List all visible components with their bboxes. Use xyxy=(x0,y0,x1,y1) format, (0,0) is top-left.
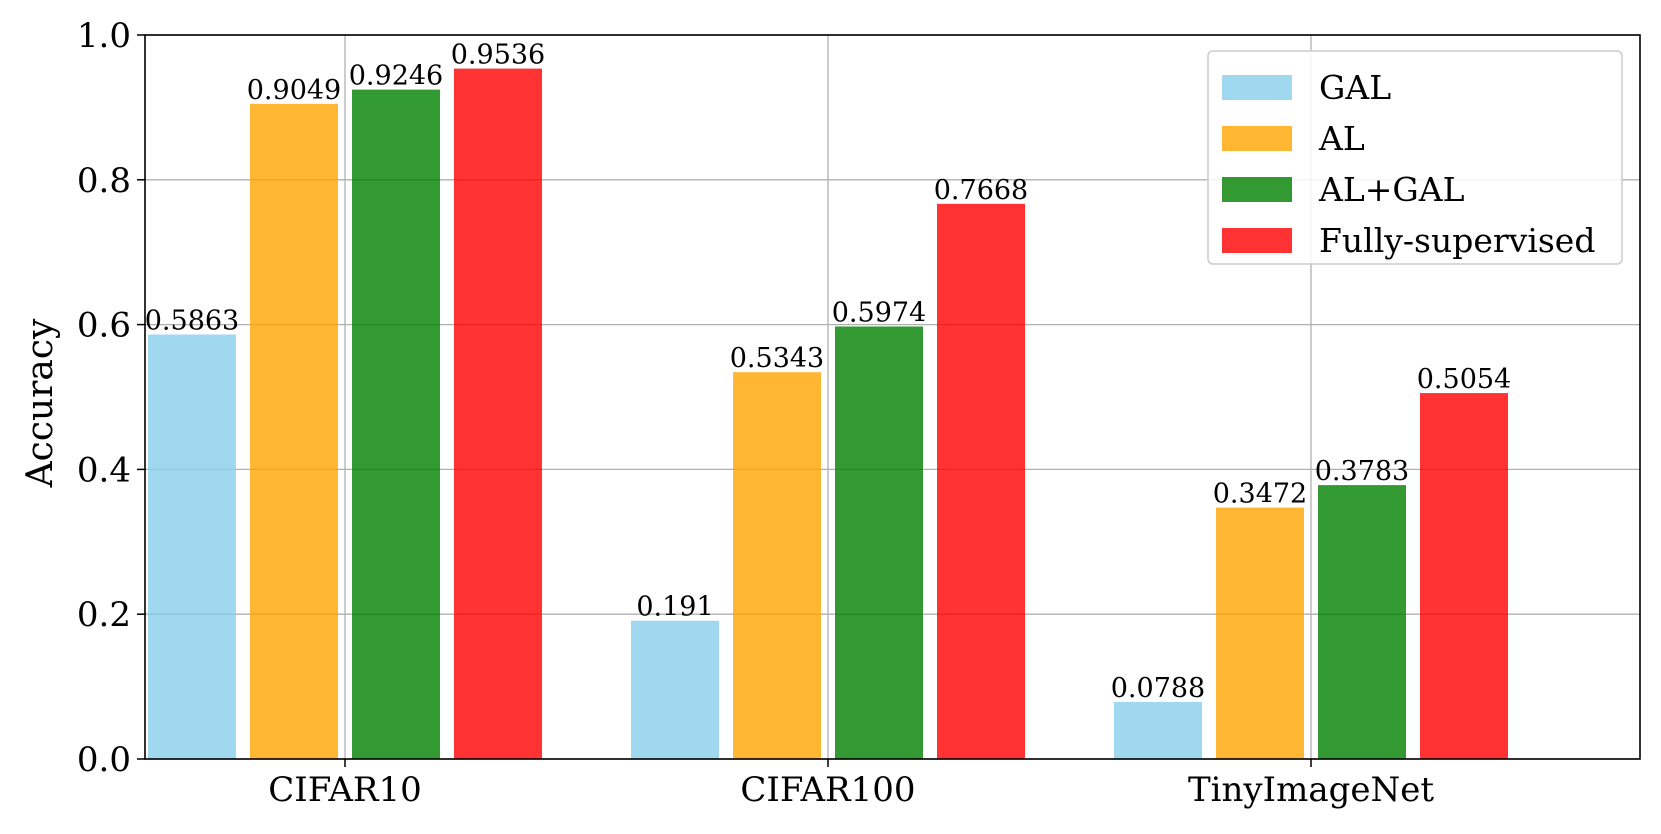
x-tick-label: CIFAR10 xyxy=(268,770,422,810)
bar-value-label: 0.5054 xyxy=(1417,364,1511,395)
bar-value-label: 0.5863 xyxy=(145,306,239,337)
bar-gal-tinyimagenet xyxy=(1114,701,1202,759)
legend-swatch xyxy=(1222,75,1292,100)
bar-al-gal-cifar100 xyxy=(835,326,923,759)
bar-al-cifar10 xyxy=(250,103,338,759)
bar-gal-cifar100 xyxy=(631,620,719,759)
legend-box xyxy=(1207,50,1623,265)
bars-layer xyxy=(148,68,1508,760)
y-tick-label: 0.4 xyxy=(77,450,131,490)
bar-value-label: 0.3783 xyxy=(1315,456,1409,487)
bar-value-label: 0.9536 xyxy=(451,40,545,71)
bar-al-cifar100 xyxy=(733,372,821,759)
bar-value-label: 0.9049 xyxy=(247,75,341,106)
y-axis-label: Accuracy xyxy=(20,318,61,488)
legend-swatch xyxy=(1222,126,1292,151)
bar-al-gal-cifar10 xyxy=(352,89,440,759)
x-tick-label: CIFAR100 xyxy=(740,770,915,810)
axes-layer: 0.0 0.2 0.4 0.6 0.8 1.0 CIFAR10 CIFAR100 TinyIma… xyxy=(77,16,1641,810)
legend-label: AL xyxy=(1318,119,1365,158)
bar-value-label: 0.5974 xyxy=(832,297,926,328)
plot-frame xyxy=(144,34,1641,760)
y-tick-label: 0.6 xyxy=(77,306,131,346)
bar-fully-supervised-cifar100 xyxy=(937,203,1025,760)
y-tick-label: 0.8 xyxy=(77,161,131,201)
legend-label: GAL xyxy=(1319,68,1391,107)
legend-label: AL+GAL xyxy=(1318,170,1465,209)
y-tick-label: 1.0 xyxy=(77,16,131,56)
legend-label: Fully-supervised xyxy=(1319,221,1595,260)
data-labels-layer: 0.5863 0.191 0.0788 0.9049 0.5343 0.3472 0.924… xyxy=(145,40,1511,704)
bar-value-label: 0.7668 xyxy=(934,175,1028,206)
legend: GAL AL AL+GAL Fully-supervised xyxy=(1207,50,1623,265)
bar-al-tinyimagenet xyxy=(1216,507,1304,759)
y-tick-label: 0.0 xyxy=(77,740,131,780)
bar-value-label: 0.191 xyxy=(636,592,713,623)
bar-fully-supervised-tinyimagenet xyxy=(1420,393,1508,759)
x-tick-label: TinyImageNet xyxy=(1188,770,1434,810)
bar-value-label: 0.5343 xyxy=(730,343,824,374)
bar-gal-cifar10 xyxy=(148,334,236,759)
bar-value-label: 0.9246 xyxy=(349,61,443,92)
y-tick-label: 0.2 xyxy=(77,595,131,635)
bar-al-gal-tinyimagenet xyxy=(1318,485,1406,759)
bar-fully-supervised-cifar10 xyxy=(454,68,542,759)
bar-value-label: 0.3472 xyxy=(1213,479,1307,510)
legend-swatch xyxy=(1222,228,1292,253)
bar-value-label: 0.0788 xyxy=(1111,673,1205,704)
legend-swatch xyxy=(1222,177,1292,202)
